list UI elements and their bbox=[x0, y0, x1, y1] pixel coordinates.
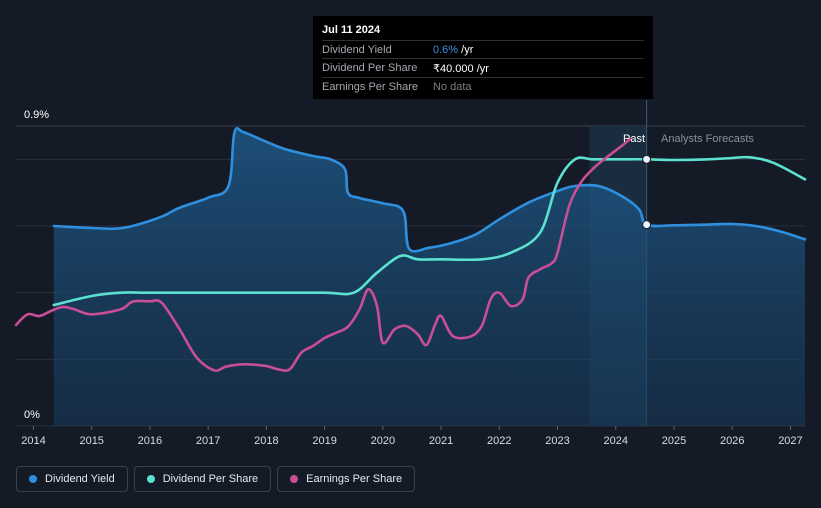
x-tick-label: 2017 bbox=[196, 435, 220, 447]
x-tick-label: 2020 bbox=[371, 435, 395, 447]
legend-dot-icon bbox=[146, 475, 155, 483]
x-axis-ticks: 2014 2015 2016 2017 2018 2019 2020 2021 2022 2023… bbox=[21, 426, 803, 447]
tooltip-suffix: /yr bbox=[458, 44, 474, 56]
earnings-per-share-line bbox=[14, 137, 632, 372]
legend-label: Earnings Per Share bbox=[306, 473, 403, 485]
legend-dot-icon bbox=[290, 475, 299, 483]
x-tick-label: 2016 bbox=[138, 435, 162, 447]
legend-dot-icon bbox=[29, 475, 37, 483]
dividend-yield-area bbox=[53, 128, 806, 426]
tooltip-row-dividend-yield: Dividend Yield 0.6% /yr bbox=[322, 40, 644, 58]
x-tick-label: 2018 bbox=[254, 435, 278, 447]
x-tick-label: 2022 bbox=[487, 435, 511, 447]
tooltip-value: No data bbox=[433, 81, 472, 93]
tooltip-date: Jul 11 2024 bbox=[322, 24, 381, 36]
tooltip-row-earnings-per-share: Earnings Per Share No data bbox=[322, 77, 644, 95]
tooltip-value: 0.6% bbox=[433, 44, 459, 56]
x-tick-label: 2023 bbox=[545, 435, 569, 447]
hover-marker bbox=[642, 220, 652, 230]
legend-item-dividend-yield[interactable]: Dividend Yield bbox=[16, 466, 128, 492]
dividend-per-share-line bbox=[52, 155, 807, 307]
legend-label: Dividend Per Share bbox=[162, 473, 259, 485]
x-tick-label: 2026 bbox=[720, 435, 744, 447]
tooltip-value: ₹40.000 bbox=[433, 63, 474, 75]
x-tick-label: 2027 bbox=[778, 435, 802, 447]
y-axis-max-label: 0.9% bbox=[24, 109, 49, 121]
legend-label: Dividend Yield bbox=[45, 473, 115, 485]
x-tick-label: 2015 bbox=[79, 435, 103, 447]
area-layer bbox=[53, 128, 806, 426]
hover-marker bbox=[642, 154, 652, 164]
tooltip-row-dividend-per-share: Dividend Per Share ₹40.000 /yr bbox=[322, 58, 644, 77]
tooltip-key: Dividend Per Share bbox=[322, 62, 418, 74]
tooltip-key: Earnings Per Share bbox=[322, 81, 418, 93]
y-axis-min-label: 0% bbox=[24, 409, 40, 421]
tooltip-key: Dividend Yield bbox=[322, 44, 392, 56]
legend: Dividend Yield Dividend Per Share Earnin… bbox=[16, 466, 416, 492]
legend-item-dividend-per-share[interactable]: Dividend Per Share bbox=[133, 466, 272, 492]
tooltip-suffix: /yr bbox=[473, 63, 489, 75]
x-tick-label: 2024 bbox=[604, 435, 628, 447]
past-label: Past bbox=[623, 133, 645, 145]
x-tick-label: 2014 bbox=[21, 435, 45, 447]
x-tick-label: 2019 bbox=[312, 435, 336, 447]
forecast-label: Analysts Forecasts bbox=[661, 133, 754, 145]
legend-item-earnings-per-share[interactable]: Earnings Per Share bbox=[277, 466, 416, 492]
x-tick-label: 2021 bbox=[429, 435, 453, 447]
hover-tooltip: Jul 11 2024 Dividend Yield 0.6% /yr Divi… bbox=[313, 16, 653, 99]
x-tick-label: 2025 bbox=[662, 435, 686, 447]
marker-layer bbox=[642, 154, 652, 230]
